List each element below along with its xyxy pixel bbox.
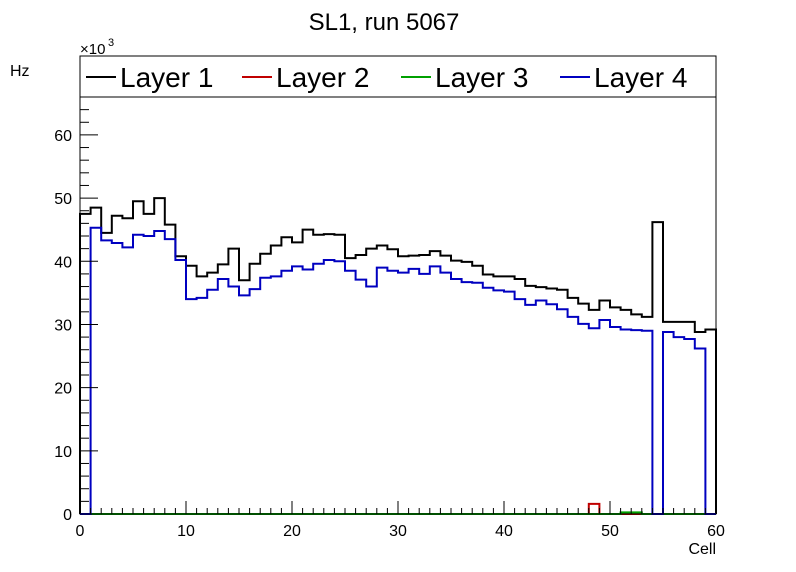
y-multiplier-base: ×10 xyxy=(80,41,105,58)
y-tick-label: 40 xyxy=(54,254,72,271)
x-tick-label: 10 xyxy=(177,523,195,540)
y-axis-label: Hz xyxy=(10,63,30,80)
legend-item-layer-2: Layer 2 xyxy=(242,62,369,93)
plot-frame xyxy=(79,96,717,515)
y-tick-label: 0 xyxy=(63,507,72,524)
legend-box xyxy=(79,55,717,98)
x-axis-label: Cell xyxy=(688,541,716,558)
y-multiplier: ×10 3 xyxy=(80,37,114,58)
legend-item-layer-4: Layer 4 xyxy=(560,62,687,93)
y-tick-label: 20 xyxy=(54,381,72,398)
axes: 0 10 20 30 40 50 60 0 10 20 30 40 50 60 xyxy=(54,96,725,540)
x-tick-label: 20 xyxy=(283,523,301,540)
x-tick-label: 40 xyxy=(495,523,513,540)
x-tick-label: 30 xyxy=(389,523,407,540)
x-tick-label: 50 xyxy=(601,523,619,540)
y-tick-label: 60 xyxy=(54,128,72,145)
chart-title: SL1, run 5067 xyxy=(309,9,460,36)
legend: Layer 1 Layer 2 Layer 3 Layer 4 xyxy=(79,55,717,98)
y-tick-label: 10 xyxy=(54,444,72,461)
legend-label: Layer 1 xyxy=(120,62,213,93)
y-tick-label: 50 xyxy=(54,191,72,208)
x-tick-label: 60 xyxy=(707,523,725,540)
legend-item-layer-1: Layer 1 xyxy=(86,62,213,93)
legend-label: Layer 4 xyxy=(594,62,687,93)
series-line-layer-1 xyxy=(79,197,717,514)
legend-item-layer-3: Layer 3 xyxy=(401,62,528,93)
y-tick-label: 30 xyxy=(54,317,72,334)
y-multiplier-exponent: 3 xyxy=(108,37,114,49)
legend-label: Layer 2 xyxy=(276,62,369,93)
x-tick-label: 0 xyxy=(76,523,85,540)
series-layer xyxy=(79,197,717,515)
legend-label: Layer 3 xyxy=(435,62,528,93)
series-line-layer-4 xyxy=(80,226,716,515)
